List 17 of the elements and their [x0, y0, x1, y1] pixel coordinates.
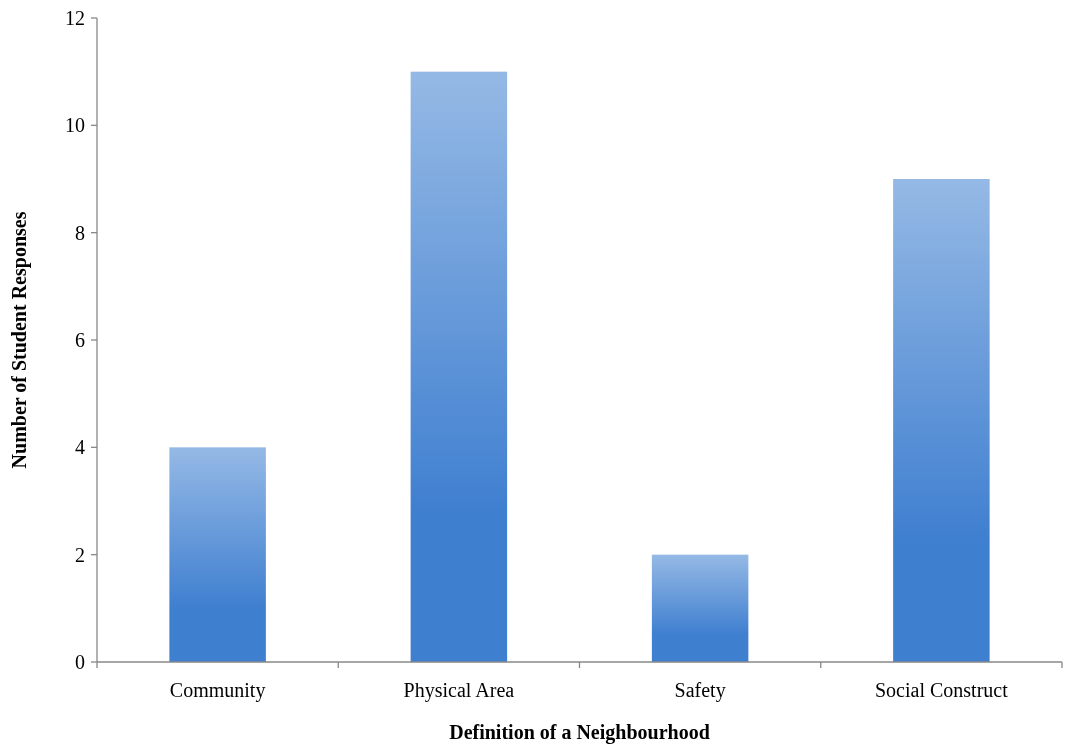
y-tick-label: 4 [75, 436, 85, 459]
y-tick-label: 10 [65, 114, 85, 137]
y-axis-title: Number of Student Responses [8, 211, 31, 469]
y-tick-label: 6 [75, 329, 85, 351]
bar [893, 179, 990, 662]
bar [651, 554, 749, 662]
y-tick-label: 2 [75, 543, 85, 566]
y-tick-label: 12 [65, 7, 85, 29]
x-tick-label: Physical Area [403, 679, 515, 702]
x-tick-label: Community [169, 679, 266, 702]
x-tick-label: Safety [674, 679, 726, 702]
bar [410, 71, 508, 662]
y-tick-label: 0 [75, 651, 85, 673]
y-tick-label: 8 [75, 221, 85, 244]
x-axis-title: Definition of a Neighbourhood [449, 721, 710, 744]
x-tick-label: Social Construct [874, 679, 1009, 701]
bar [169, 447, 266, 662]
